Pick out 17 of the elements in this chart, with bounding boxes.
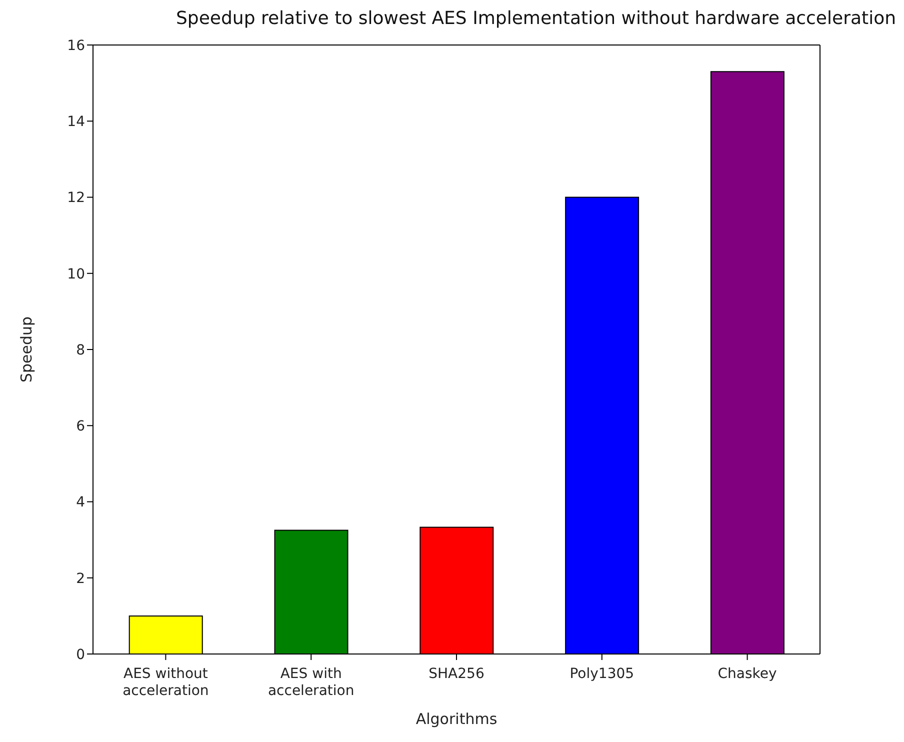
y-tick-label: 14	[67, 114, 86, 130]
y-tick-label: 0	[76, 646, 85, 663]
x-axis-title: Algorithms	[416, 710, 498, 728]
y-tick-label: 6	[76, 418, 86, 435]
y-tick-label: 2	[76, 570, 85, 587]
x-tick-label: Poly1305	[570, 666, 634, 682]
x-tick-label: SHA256	[428, 666, 484, 682]
y-tick-label: 16	[67, 38, 86, 54]
x-tick-label: AES without acceleration	[122, 666, 209, 699]
y-tick-label: 8	[76, 342, 85, 358]
y-tick-label: 10	[67, 266, 85, 282]
x-tick-label: Chaskey	[718, 666, 777, 682]
y-tick-label: 4	[76, 494, 86, 511]
chart-title: Speedup relative to slowest AES Implementation without hardware acceleration	[175, 8, 896, 31]
x-tick-label: AES with acceleration	[268, 666, 354, 699]
y-axis-title: Speedup	[17, 316, 36, 383]
y-tick-label: 12	[67, 190, 85, 206]
